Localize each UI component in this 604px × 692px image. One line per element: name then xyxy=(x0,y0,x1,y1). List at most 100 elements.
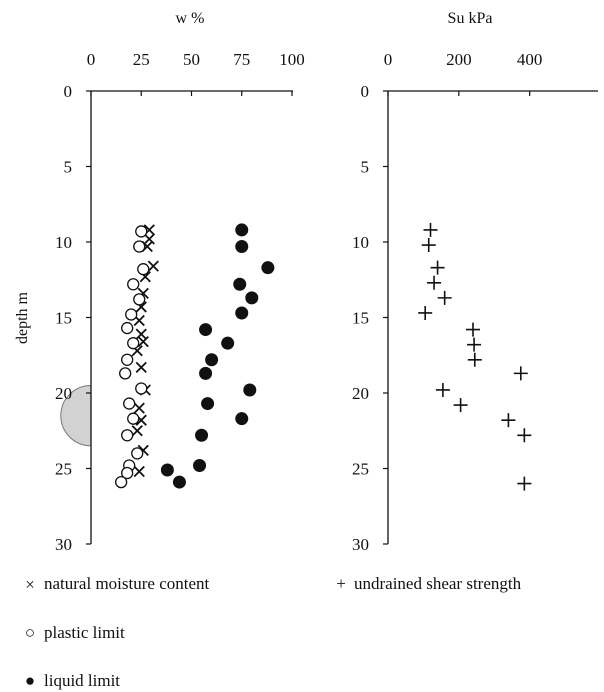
w-percent-axis-title: w % xyxy=(176,10,205,27)
depth-tick-label: 10 xyxy=(55,233,72,252)
liquid-limit-point xyxy=(172,475,186,489)
legend-label-natural-moisture-content: natural moisture content xyxy=(44,574,210,593)
liquid-limit-point xyxy=(235,412,249,426)
liquid-limit-point xyxy=(261,261,275,275)
x-tick-label: 200 xyxy=(446,50,472,69)
depth-tick-label: 10 xyxy=(352,233,369,252)
shear-strength-point xyxy=(467,337,482,352)
liquid-limit-point xyxy=(235,240,249,254)
depth-tick-label: 20 xyxy=(55,384,72,403)
shear-strength-point xyxy=(466,322,480,337)
liquid-limit-point xyxy=(195,428,209,442)
depth-tick-label: 15 xyxy=(352,309,369,328)
liquid-limit-point xyxy=(245,291,259,305)
depth-tick-label: 15 xyxy=(55,309,72,328)
filled-circle-icon: ● xyxy=(25,671,35,690)
legend-item-natural-moisture-content: × natural moisture content xyxy=(25,574,209,594)
x-tick-label: 400 xyxy=(517,50,543,69)
shear-strength-point xyxy=(421,238,436,253)
legend-item-plastic-limit: ○ plastic limit xyxy=(25,623,125,642)
shear-strength-point xyxy=(423,222,438,237)
shear-strength-point xyxy=(513,366,528,381)
shear-strength-point xyxy=(467,352,482,367)
moisture-content-chart: w % depth m 0 25 50 75 100 0 5 10 15 20 25 30 xyxy=(14,10,305,554)
legend-label-plastic-limit: plastic limit xyxy=(44,623,125,642)
plastic-limit-point xyxy=(133,293,146,306)
depth-tick-label: 0 xyxy=(64,82,73,101)
depth-tick-label: 30 xyxy=(55,535,72,554)
liquid-limit-point xyxy=(243,383,257,397)
plastic-limit-point xyxy=(135,225,148,238)
natural-moisture-point xyxy=(133,465,145,478)
plastic-limit-point xyxy=(119,367,132,380)
plastic-limit-point xyxy=(121,321,134,335)
natural-moisture-point xyxy=(135,328,147,340)
shear-strength-point xyxy=(453,398,468,413)
liquid-limit-point xyxy=(199,323,213,337)
x-tick-label: 25 xyxy=(133,50,150,69)
liquid-limit-point xyxy=(193,458,207,472)
liquid-limit-point xyxy=(160,463,174,477)
liquid-limit-point xyxy=(199,366,213,380)
depth-axis-title: depth m xyxy=(14,291,31,344)
shear-strength-chart: Su kPa 0 200 400 0 5 10 15 20 25 30 xyxy=(352,10,598,554)
x-tick-label: 50 xyxy=(183,50,200,69)
shear-strength-point xyxy=(517,428,532,443)
depth-tick-label: 0 xyxy=(361,82,370,101)
legend-label-undrained-shear-strength: undrained shear strength xyxy=(354,574,522,593)
plastic-limit-point xyxy=(121,353,134,366)
x-marker-icon: × xyxy=(25,575,35,594)
right-depth-ticks: 0 5 10 15 20 25 30 xyxy=(352,82,388,554)
left-depth-ticks: 0 5 10 15 20 25 30 xyxy=(55,82,91,554)
depth-tick-label: 25 xyxy=(55,460,72,479)
natural-moisture-point xyxy=(131,425,143,437)
liquid-limit-point xyxy=(235,223,249,237)
left-x-ticks: 0 25 50 75 100 xyxy=(87,50,305,96)
open-circle-icon: ○ xyxy=(25,623,35,642)
plastic-limit-point xyxy=(127,412,140,425)
depth-tick-label: 5 xyxy=(64,158,73,177)
shear-strength-point xyxy=(435,382,450,397)
shear-strength-point xyxy=(437,290,452,305)
x-tick-label: 75 xyxy=(233,50,250,69)
x-tick-label: 0 xyxy=(87,50,96,69)
shear-strength-data-points xyxy=(418,222,532,491)
liquid-limit-point xyxy=(201,397,215,411)
plastic-limit-point xyxy=(133,240,146,253)
natural-moisture-point xyxy=(135,361,147,373)
natural-moisture-point xyxy=(133,402,145,414)
legend-label-liquid-limit: liquid limit xyxy=(44,671,120,690)
x-tick-label: 100 xyxy=(279,50,305,69)
liquid-limit-point xyxy=(235,306,249,320)
shear-strength-point xyxy=(430,260,445,275)
right-x-ticks: 0 200 400 xyxy=(384,50,543,96)
liquid-limit-point xyxy=(221,336,235,350)
plastic-limit-point xyxy=(123,397,136,410)
plastic-limit-point xyxy=(131,447,144,460)
x-tick-label: 0 xyxy=(384,50,393,69)
plastic-limit-point xyxy=(115,475,128,489)
natural-moisture-point xyxy=(147,260,159,272)
legend: × natural moisture content + undrained s… xyxy=(25,574,522,690)
plastic-limit-point xyxy=(121,429,134,442)
plastic-limit-point xyxy=(135,382,148,395)
plus-marker-icon: + xyxy=(336,574,346,593)
liquid-limit-point xyxy=(233,277,247,291)
shaded-semicircle-annotation xyxy=(60,384,92,447)
shear-strength-point xyxy=(501,413,516,428)
plastic-limit-point xyxy=(121,466,134,480)
shear-strength-point xyxy=(517,476,532,491)
depth-tick-label: 20 xyxy=(352,384,369,403)
plastic-limit-point xyxy=(127,337,140,350)
plastic-limit-point xyxy=(125,308,138,321)
shear-strength-point xyxy=(418,305,433,320)
depth-tick-label: 30 xyxy=(352,535,369,554)
natural-moisture-point xyxy=(137,336,149,348)
shear-strength-point xyxy=(427,275,442,290)
legend-item-undrained-shear-strength: + undrained shear strength xyxy=(336,574,521,593)
plastic-limit-point xyxy=(137,263,150,276)
moisture-data-points xyxy=(115,223,275,489)
liquid-limit-point xyxy=(205,353,219,367)
su-kpa-axis-title: Su kPa xyxy=(448,10,493,27)
